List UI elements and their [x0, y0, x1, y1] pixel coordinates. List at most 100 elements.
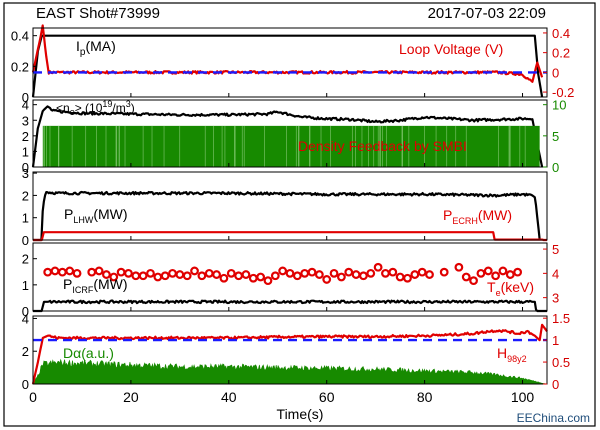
shot-title: EAST Shot#73999	[36, 5, 160, 22]
panel-3: 0 1 2 3	[22, 166, 548, 248]
te-point	[94, 266, 104, 276]
ne-label: <ne> (1019/m3)	[56, 99, 135, 117]
y-right-tick-label: 0.5	[552, 355, 570, 370]
te-point	[329, 268, 339, 278]
y-right-tick-label: 5	[552, 129, 559, 144]
te-point	[417, 267, 427, 277]
panels: 00.20.4-0.200.20.40123405100123012345024…	[11, 24, 574, 405]
te-point	[513, 267, 523, 277]
series-ne	[31, 105, 544, 168]
te-point	[109, 272, 119, 282]
density-feedback-label: Density Feedback by SMBI	[298, 138, 467, 154]
te-point	[278, 266, 288, 276]
y-left-tick-label: 0	[22, 377, 29, 392]
series-dalpha	[32, 358, 548, 385]
te-point	[124, 268, 133, 278]
y-left-tick-label: 0.4	[11, 29, 29, 44]
te-point	[72, 268, 82, 278]
y-left-tick-label: 3	[22, 166, 29, 181]
te-point	[483, 266, 493, 276]
y-right-tick-label: 10	[552, 98, 566, 113]
series-picrf	[33, 299, 547, 313]
watermark: EEChina.com	[517, 411, 590, 425]
series-feedback	[42, 125, 540, 167]
datetime: 2017-07-03 22:09	[428, 5, 546, 22]
te-point	[292, 271, 302, 281]
y-left-tick-label: 4	[22, 98, 29, 113]
panel-frame	[32, 27, 548, 98]
te-point	[425, 270, 434, 279]
x-axis-label: Time(s)	[277, 406, 324, 422]
x-tick-label: 100	[511, 389, 535, 405]
te-point	[102, 270, 111, 279]
te-point	[476, 268, 486, 278]
te-point	[197, 271, 207, 281]
panel-frame	[32, 99, 548, 168]
plhw-label: PLHW(MW)	[64, 206, 128, 225]
te-point	[263, 276, 273, 286]
panel-4: 0 1 2 3 4 5	[22, 242, 559, 319]
y-left-tick-label: 1	[22, 211, 29, 226]
y-right-tick-label: 0	[552, 65, 559, 80]
te-point	[241, 270, 251, 279]
y-right-tick-label: 0	[552, 377, 559, 392]
te-point	[344, 267, 354, 277]
y-left-tick-label: 1	[22, 144, 29, 159]
panel-5: 0 2 4 0 0.5 1 1.5	[22, 311, 570, 392]
y-left-tick-label: 2	[22, 129, 29, 144]
te-point	[307, 267, 317, 277]
y-right-tick-label: 4	[552, 266, 559, 281]
x-tick-label: 20	[123, 389, 139, 405]
panel-labels: Ip(MA) Loop Voltage (V) <ne> (1019/m3) D…	[56, 38, 534, 364]
te-point	[190, 266, 199, 276]
te-point	[212, 270, 221, 279]
y-left-tick-label: 0	[22, 304, 29, 319]
te-point	[138, 271, 148, 281]
te-point	[65, 266, 75, 276]
te-point	[322, 275, 332, 284]
y-right-tick-label: -0.2	[552, 85, 574, 100]
te-point	[337, 272, 346, 282]
dalpha-label: Dα(a.u.)	[63, 345, 114, 361]
y-left-tick-label: 3	[22, 113, 29, 128]
te-point	[439, 267, 449, 277]
y-left-tick-label: 0	[22, 233, 29, 248]
te-point	[410, 270, 420, 279]
feedback-band	[42, 125, 540, 167]
y-right-tick-label: 0.2	[552, 46, 570, 61]
te-point	[454, 262, 464, 272]
x-tick-label: 0	[29, 389, 37, 405]
te-point	[498, 266, 508, 276]
y-left-tick-label: 4	[22, 311, 29, 326]
te-point	[146, 268, 155, 278]
te-point	[505, 270, 515, 279]
y-right-tick-label: 3	[552, 291, 559, 306]
y-left-tick-label: 0	[22, 90, 29, 105]
te-point	[461, 272, 471, 282]
x-tick-label: 80	[417, 389, 433, 405]
te-point	[366, 268, 376, 278]
series-h98	[31, 323, 548, 385]
te-point	[491, 271, 501, 281]
te-point	[314, 270, 324, 279]
x-tick-label: 60	[319, 389, 335, 405]
pecrh-label: PECRH(MW)	[443, 207, 512, 226]
te-point	[359, 271, 368, 281]
y-left-tick-label: 2	[22, 344, 29, 359]
panel-frame	[32, 242, 548, 312]
picrf-label: PICRF(MW)	[63, 276, 128, 295]
y-right-tick-label: 1	[552, 333, 559, 348]
h98-label: H98y2	[497, 345, 527, 364]
y-left-tick-label: 0.2	[11, 59, 29, 74]
y-left-tick-label: 0	[22, 160, 29, 175]
outer-frame	[3, 2, 596, 427]
series-plhw	[33, 190, 541, 242]
te-point	[403, 273, 412, 283]
series-te	[43, 262, 523, 286]
y-left-tick-label: 2	[22, 188, 29, 203]
te-point	[256, 272, 266, 282]
y-right-tick-label: 0.4	[552, 26, 570, 41]
te-point	[270, 271, 280, 281]
